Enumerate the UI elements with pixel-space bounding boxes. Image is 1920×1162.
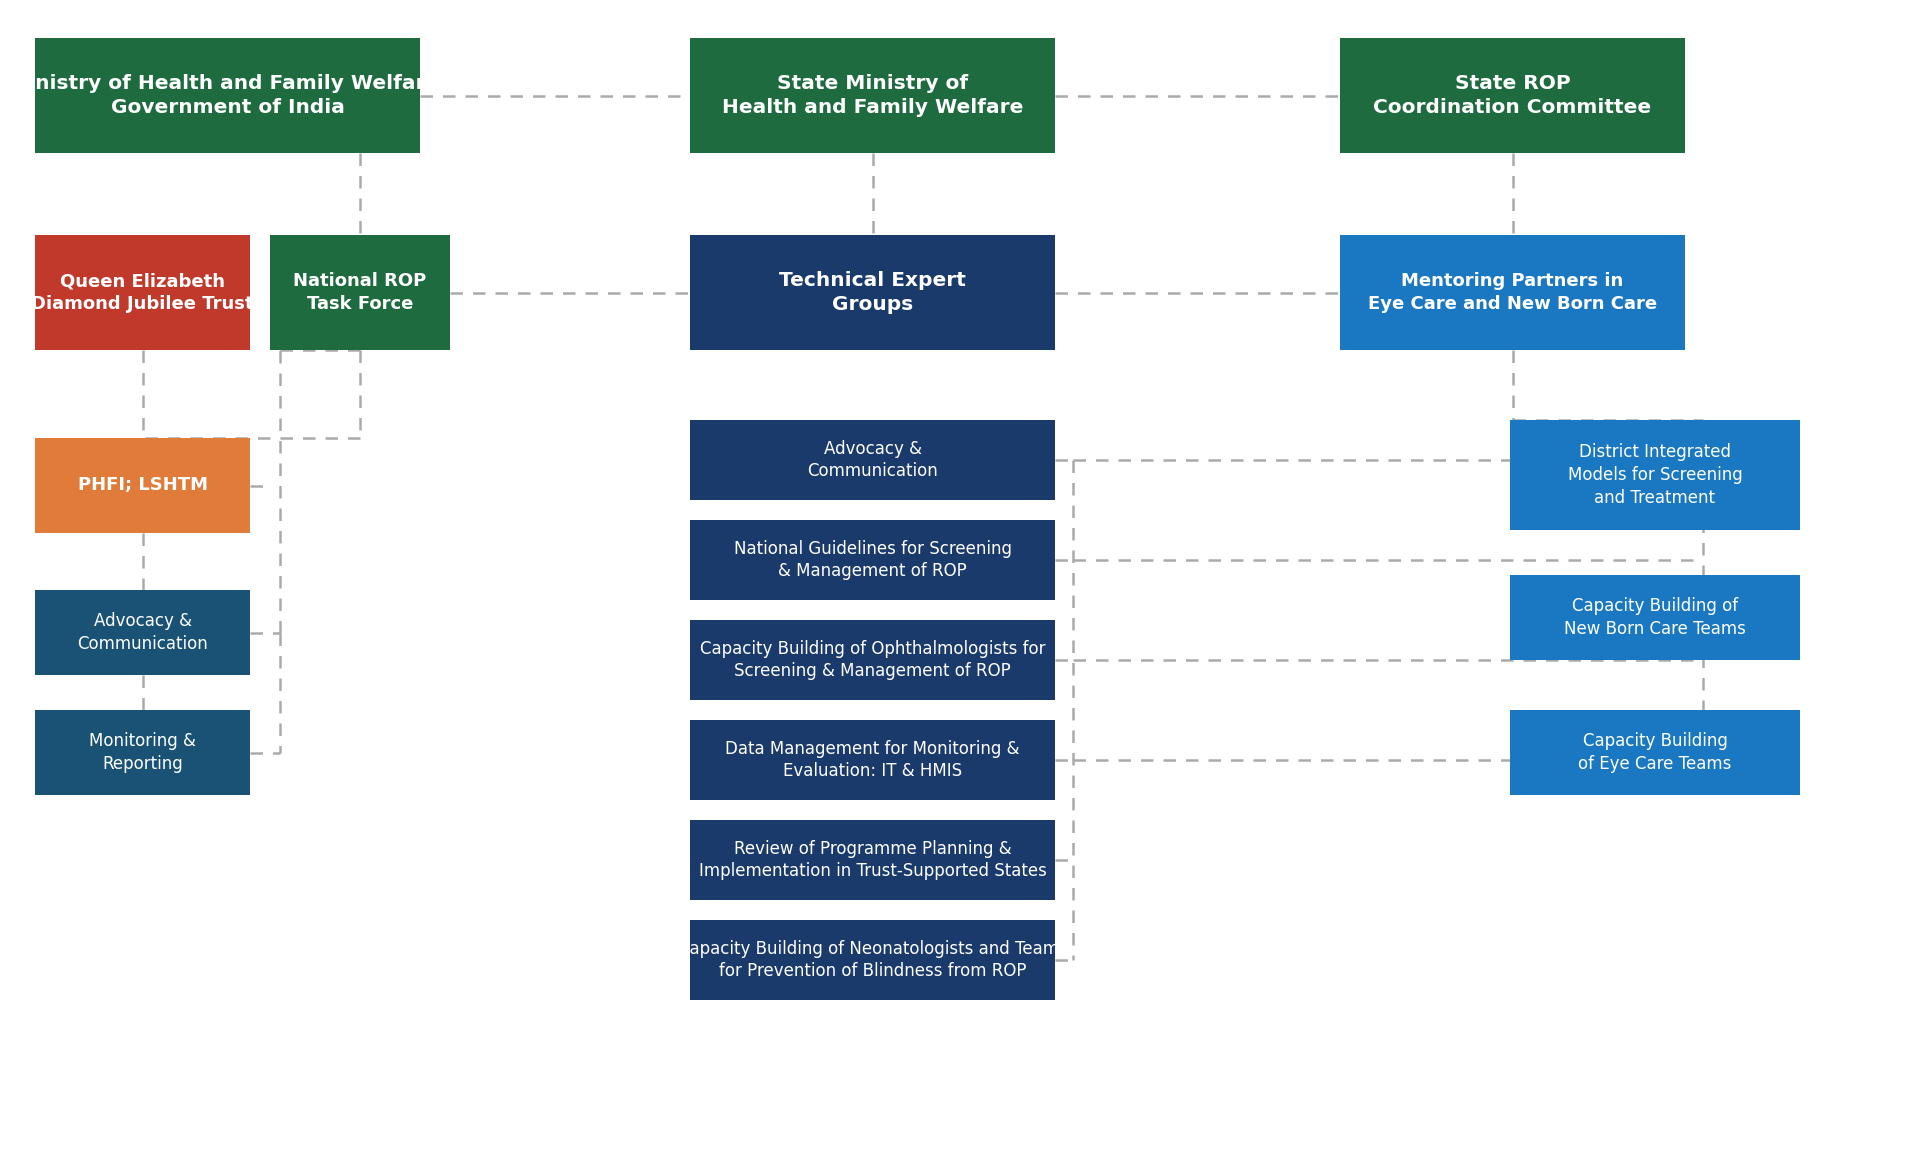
Text: National Guidelines for Screening
& Management of ROP: National Guidelines for Screening & Mana… bbox=[733, 539, 1012, 581]
FancyBboxPatch shape bbox=[689, 521, 1054, 600]
Text: Ministry of Health and Family Welfare,
Government of India: Ministry of Health and Family Welfare, G… bbox=[8, 74, 447, 117]
FancyBboxPatch shape bbox=[35, 710, 250, 795]
Text: Capacity Building of Neonatologists and Teams
for Prevention of Blindness from R: Capacity Building of Neonatologists and … bbox=[678, 940, 1068, 981]
Text: Monitoring &
Reporting: Monitoring & Reporting bbox=[88, 732, 196, 773]
FancyBboxPatch shape bbox=[35, 38, 420, 153]
FancyBboxPatch shape bbox=[1340, 38, 1686, 153]
FancyBboxPatch shape bbox=[1509, 419, 1801, 530]
FancyBboxPatch shape bbox=[35, 235, 250, 350]
FancyBboxPatch shape bbox=[689, 820, 1054, 901]
Text: Advocacy &
Communication: Advocacy & Communication bbox=[77, 612, 207, 653]
Text: District Integrated
Models for Screening
and Treatment: District Integrated Models for Screening… bbox=[1567, 443, 1741, 507]
Text: Capacity Building
of Eye Care Teams: Capacity Building of Eye Care Teams bbox=[1578, 732, 1732, 773]
Text: Technical Expert
Groups: Technical Expert Groups bbox=[780, 271, 966, 314]
Text: Mentoring Partners in
Eye Care and New Born Care: Mentoring Partners in Eye Care and New B… bbox=[1367, 272, 1657, 313]
FancyBboxPatch shape bbox=[689, 621, 1054, 700]
Text: Capacity Building of
New Born Care Teams: Capacity Building of New Born Care Teams bbox=[1565, 597, 1745, 638]
FancyBboxPatch shape bbox=[689, 235, 1054, 350]
FancyBboxPatch shape bbox=[1509, 710, 1801, 795]
Text: State ROP
Coordination Committee: State ROP Coordination Committee bbox=[1373, 74, 1651, 117]
FancyBboxPatch shape bbox=[35, 590, 250, 675]
Text: Capacity Building of Ophthalmologists for
Screening & Management of ROP: Capacity Building of Ophthalmologists fo… bbox=[699, 639, 1044, 681]
Text: Review of Programme Planning &
Implementation in Trust-Supported States: Review of Programme Planning & Implement… bbox=[699, 840, 1046, 881]
FancyBboxPatch shape bbox=[689, 38, 1054, 153]
Text: Advocacy &
Communication: Advocacy & Communication bbox=[806, 439, 937, 480]
FancyBboxPatch shape bbox=[35, 438, 250, 533]
Text: National ROP
Task Force: National ROP Task Force bbox=[294, 272, 426, 313]
FancyBboxPatch shape bbox=[1509, 575, 1801, 660]
FancyBboxPatch shape bbox=[1340, 235, 1686, 350]
Text: State Ministry of
Health and Family Welfare: State Ministry of Health and Family Welf… bbox=[722, 74, 1023, 117]
FancyBboxPatch shape bbox=[689, 720, 1054, 799]
FancyBboxPatch shape bbox=[689, 419, 1054, 500]
Text: Data Management for Monitoring &
Evaluation: IT & HMIS: Data Management for Monitoring & Evaluat… bbox=[726, 739, 1020, 781]
FancyBboxPatch shape bbox=[271, 235, 449, 350]
Text: Queen Elizabeth
Diamond Jubilee Trust: Queen Elizabeth Diamond Jubilee Trust bbox=[31, 272, 253, 313]
FancyBboxPatch shape bbox=[689, 920, 1054, 1000]
Text: PHFI; LSHTM: PHFI; LSHTM bbox=[77, 476, 207, 495]
